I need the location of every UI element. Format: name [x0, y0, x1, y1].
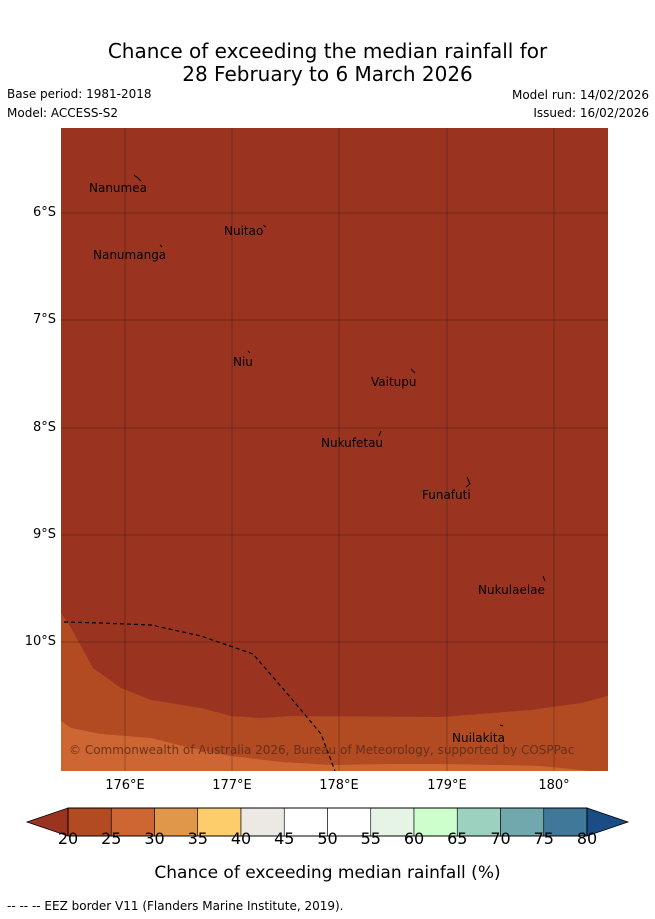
model-run: Model run: 14/02/2026 [511, 88, 649, 102]
lat-label-9s: 9°S [32, 527, 56, 542]
colorbar-tick-label: 25 [101, 829, 121, 845]
issued-date: Issued: 16/02/2026 [533, 106, 649, 120]
island-label-vaitupu: Vaitupu [371, 375, 417, 389]
island-label-nanumanga: Nanumanga [93, 248, 166, 262]
colorbar-tick-label: 50 [317, 829, 337, 845]
colorbar-cell [283, 807, 328, 837]
chart-title-line2: 28 February to 6 March 2026 [182, 62, 473, 86]
chart-title: Chance of exceeding the median rainfall … [0, 40, 655, 86]
eez-border [63, 621, 336, 771]
lat-label-6s: 6°S [32, 205, 56, 220]
island-label-nukulaelae: Nukulaelae [478, 583, 545, 597]
colorbar-tick-label: 60 [404, 829, 424, 845]
colorbar-tick-label: 65 [447, 829, 467, 845]
lon-label-178e: 178°E [319, 778, 359, 793]
lon-label-179e: 179°E [427, 778, 467, 793]
rainfall-map: Nanumea Nuitao Nanumanga Niu Vaitupu Nuk… [61, 128, 608, 771]
eez-footnote: -- -- -- EEZ border V11 (Flanders Marine… [7, 899, 344, 913]
colorbar-tick-label: 20 [58, 829, 78, 845]
graticule [61, 128, 608, 771]
island-label-nanumea: Nanumea [89, 181, 147, 195]
colorbar-title: Chance of exceeding median rainfall (%) [154, 863, 501, 883]
lat-label-10s: 10°S [24, 634, 56, 649]
island-label-niu: Niu [233, 355, 253, 369]
island-label-nuilakita: Nuilakita [452, 731, 505, 745]
colorbar-cell [327, 807, 372, 837]
model-name: Model: ACCESS-S2 [7, 106, 119, 120]
colorbar-cell [370, 807, 415, 837]
colorbar-frame [67, 807, 588, 837]
colorbar-tick-label: 75 [534, 829, 554, 845]
base-period: Base period: 1981-2018 [7, 87, 152, 101]
map-band-20-25 [61, 613, 608, 771]
lon-label-176e: 176°E [105, 778, 145, 793]
map-band-under-20 [61, 128, 608, 771]
colorbar: 20 25 30 35 40 45 50 55 60 65 70 75 80 [25, 807, 630, 845]
lat-label-7s: 7°S [32, 312, 56, 327]
lon-label-180: 180° [538, 778, 570, 793]
colorbar-tick-label: 30 [144, 829, 164, 845]
colorbar-cell [543, 807, 588, 837]
colorbar-tick-label: 40 [231, 829, 251, 845]
lon-label-177e: 177°E [212, 778, 252, 793]
map-band-25-30 [61, 721, 608, 771]
island-label-nuitao: Nuitao [224, 224, 263, 238]
island-label-funafuti: Funafuti [422, 488, 471, 502]
island-label-nukufetau: Nukufetau [321, 436, 383, 450]
colorbar-cell [154, 807, 199, 837]
copyright-notice: © Commonwealth of Australia 2026, Bureau… [69, 743, 574, 757]
colorbar-tick-label: 55 [361, 829, 381, 845]
island-outlines [133, 174, 546, 727]
colorbar-tick-label: 35 [188, 829, 208, 845]
colorbar-tick-label: 45 [274, 829, 294, 845]
colorbar-tick-label: 70 [490, 829, 510, 845]
lat-label-8s: 8°S [32, 420, 56, 435]
colorbar-tick-label: 80 [577, 829, 597, 845]
chart-title-line1: Chance of exceeding the median rainfall … [107, 39, 548, 63]
